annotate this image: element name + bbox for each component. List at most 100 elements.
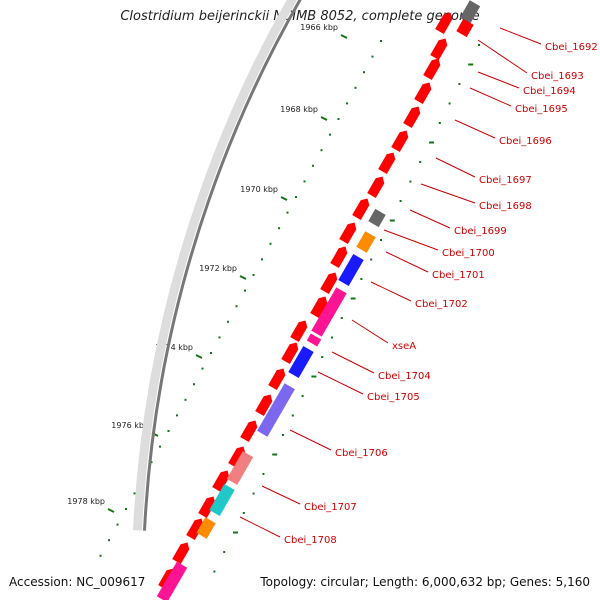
forward-cds-arrow[interactable]	[352, 198, 370, 221]
gc-dot	[350, 297, 356, 300]
forward-cds-arrow[interactable]	[367, 176, 385, 199]
forward-cds-arrow[interactable]	[186, 518, 204, 541]
feature-label-cbei-1701[interactable]: Cbei_1701	[432, 270, 485, 281]
ruler-minor-tick	[184, 398, 187, 401]
leader-line-cbei-1700	[383, 229, 439, 251]
feature-cbei-1699[interactable]	[368, 208, 386, 228]
feature-labels[interactable]: Cbei_1692 Cbei_1693 Cbei_1694 Cbei_1695 Cbei…	[239, 27, 598, 546]
ruler-minor-tick	[371, 55, 374, 58]
forward-cds-arrow[interactable]	[330, 246, 348, 269]
ruler-tick-major	[107, 508, 115, 513]
feature-label-cbei-1705[interactable]: Cbei_1705	[367, 392, 420, 403]
feature-cbei-1706[interactable]	[226, 451, 254, 485]
forward-cds-arrow[interactable]	[290, 320, 308, 343]
leader-line-cbei-1702	[370, 281, 412, 302]
feature-label-cbei-1708[interactable]: Cbei_1708	[284, 535, 337, 546]
ruler-minor-tick	[150, 461, 153, 464]
forward-cds-arrow[interactable]	[378, 152, 396, 175]
ruler-minor-tick	[99, 554, 102, 557]
forward-cds-arrow[interactable]	[435, 12, 453, 35]
feature-label-cbei-1707[interactable]: Cbei_1707	[304, 502, 357, 513]
feature-cbei-1701[interactable]	[338, 254, 364, 286]
forward-cds-arrow[interactable]	[423, 58, 441, 81]
ruler-minor-tick	[286, 211, 289, 214]
ruler-minor-tick	[346, 102, 348, 105]
gc-dot	[448, 102, 451, 105]
forward-cds-arrow[interactable]	[339, 222, 357, 245]
forward-cds-arrow[interactable]	[430, 38, 448, 61]
feature-xsea[interactable]	[306, 333, 322, 347]
ruler-tick-major	[320, 116, 328, 121]
feature-label-cbei-1694[interactable]: Cbei_1694	[523, 86, 576, 97]
forward-cds-arrow[interactable]	[240, 420, 258, 443]
gc-dot	[223, 551, 226, 553]
gc-dot	[272, 453, 278, 456]
ruler-tick-label: 1970 kbp	[240, 185, 278, 194]
gc-dot	[370, 258, 373, 261]
feature-label-cbei-1692[interactable]: Cbei_1692	[545, 42, 598, 53]
forward-cds-arrow[interactable]	[268, 368, 286, 391]
ruler-minor-tick	[363, 71, 365, 74]
feature-label-cbei-1697[interactable]: Cbei_1697	[479, 175, 532, 186]
feature-track[interactable]	[156, 0, 481, 600]
gc-dot	[399, 200, 402, 202]
forward-cds-arrow[interactable]	[414, 82, 432, 105]
feature-label-cbei-1700[interactable]: Cbei_1700	[442, 248, 495, 259]
feature-cbei-1700[interactable]	[356, 231, 376, 253]
gc-dot	[301, 395, 304, 397]
feature-label-cbei-1695[interactable]: Cbei_1695	[515, 104, 568, 115]
feature-label-cbei-1704[interactable]: Cbei_1704	[378, 371, 431, 382]
feature-label-cbei-1696[interactable]: Cbei_1696	[499, 136, 552, 147]
ruler-minor-tick	[125, 508, 127, 510]
forward-cds-arrow[interactable]	[310, 296, 328, 319]
gc-dot	[262, 473, 265, 475]
ruler-minor-tick	[278, 227, 280, 230]
ruler-tick-label: 1974 kbp	[155, 343, 193, 352]
feature-label-cbei-1693[interactable]: Cbei_1693	[531, 71, 584, 82]
ruler-minor-tick	[269, 242, 272, 245]
feature-label-cbei-1699[interactable]: Cbei_1699	[454, 226, 507, 237]
feature-cbei-1704[interactable]	[288, 346, 314, 378]
ruler-tick-label: 1968 kbp	[280, 105, 318, 114]
ruler-minor-tick	[193, 383, 195, 386]
forward-cds-arrow[interactable]	[172, 542, 190, 565]
forward-cds-arrow[interactable]	[198, 496, 216, 519]
ruler-minor-tick	[303, 180, 306, 183]
forward-cds-arrow[interactable]	[212, 470, 230, 493]
feature-cbei-1707[interactable]	[209, 484, 235, 516]
forward-cds-arrow[interactable]	[391, 130, 409, 153]
feature-bottom-segment[interactable]	[156, 561, 188, 600]
feature-label-xsea[interactable]: xseA	[392, 341, 416, 352]
forward-cds-arrow[interactable]	[255, 394, 273, 417]
feature-cbei-1705[interactable]	[257, 383, 295, 437]
gc-dot	[438, 122, 441, 124]
feature-label-cbei-1706[interactable]: Cbei_1706	[335, 448, 388, 459]
leader-line-cbei-1704	[331, 351, 375, 374]
feature-cbei-1708[interactable]	[196, 517, 216, 539]
forward-cds-arrow[interactable]	[403, 106, 421, 129]
ruler-minor-tick	[218, 336, 221, 339]
ruler-minor-tick	[261, 258, 263, 261]
leader-line-cbei-1693	[477, 39, 528, 74]
feature-cbei-1702[interactable]	[311, 287, 347, 337]
gc-dot	[331, 336, 333, 339]
feature-cbei-1692[interactable]	[459, 0, 481, 24]
leader-line-cbei-1694	[477, 71, 520, 89]
gc-dot	[429, 141, 434, 144]
ruler-minor-tick	[252, 274, 255, 276]
leader-line-cbei-1695	[469, 87, 512, 107]
feature-label-cbei-1698[interactable]: Cbei_1698	[479, 201, 532, 212]
gc-dot	[360, 278, 363, 280]
forward-cds-arrow[interactable]	[228, 446, 246, 469]
forward-cds-arrow[interactable]	[320, 272, 338, 295]
feature-label-cbei-1702[interactable]: Cbei_1702	[415, 299, 468, 310]
ruler-minor-tick	[210, 352, 212, 354]
gc-dot	[409, 180, 412, 183]
backbone-outer-line	[143, 0, 302, 531]
gc-dot	[291, 414, 294, 417]
forward-cds-arrow[interactable]	[281, 342, 299, 365]
ruler-minor-tick	[159, 445, 161, 448]
feature-cbei-1693[interactable]	[456, 18, 474, 38]
gc-dot	[389, 219, 395, 222]
